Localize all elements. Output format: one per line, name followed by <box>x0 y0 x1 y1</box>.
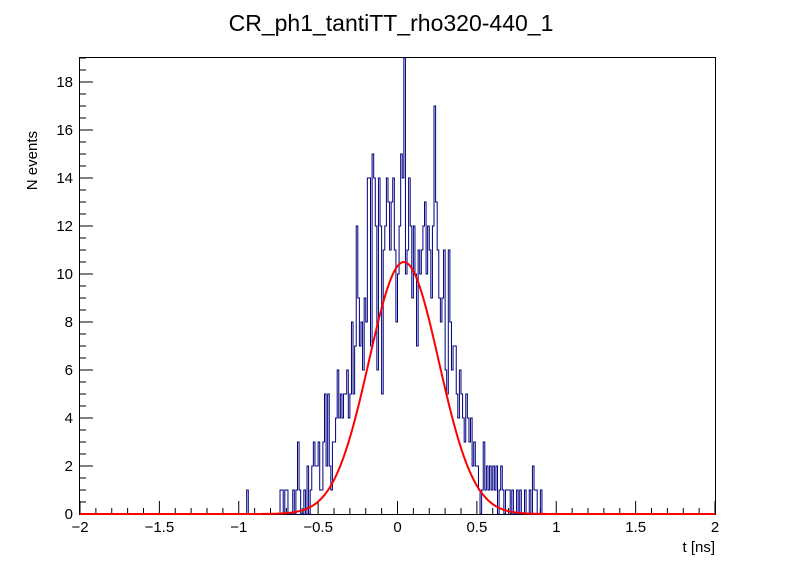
x-tick-label: 1 <box>552 519 560 536</box>
y-tick-label: 4 <box>65 410 73 427</box>
y-tick-label: 6 <box>65 362 73 379</box>
y-axis-label: N events <box>24 131 41 190</box>
x-axis-label: t [ns] <box>682 539 715 556</box>
chart-title: CR_ph1_tantiTT_rho320-440_1 <box>229 10 554 36</box>
fit-curve <box>80 260 715 515</box>
y-tick-labels: 0 2 4 6 8 10 12 14 16 18 <box>56 74 73 523</box>
x-tick-label: 1.5 <box>625 519 646 536</box>
x-tick-label: 2 <box>711 519 719 536</box>
y-tick-label: 10 <box>56 266 73 283</box>
plot-frame <box>79 57 716 515</box>
x-tick-label: 0 <box>393 519 401 536</box>
gaussian-fit-series <box>80 260 715 515</box>
y-tick-label: 18 <box>56 74 73 91</box>
y-tick-label: 0 <box>65 506 73 523</box>
x-tick-label: −1 <box>230 519 247 536</box>
y-tick-label: 14 <box>56 170 73 187</box>
x-tick-label: 0.5 <box>466 519 487 536</box>
x-tick-label: −2 <box>71 519 88 536</box>
x-tick-label: −0.5 <box>303 519 333 536</box>
y-tick-label: 12 <box>56 218 73 235</box>
y-tick-label: 16 <box>56 122 73 139</box>
y-tick-label: 8 <box>65 314 73 331</box>
y-tick-label: 2 <box>65 458 73 475</box>
x-tick-labels: −2 −1.5 −1 −0.5 0 0.5 1 1.5 2 <box>71 519 719 536</box>
histogram-line <box>80 57 715 515</box>
histogram-series <box>80 57 715 515</box>
x-tick-label: −1.5 <box>145 519 175 536</box>
